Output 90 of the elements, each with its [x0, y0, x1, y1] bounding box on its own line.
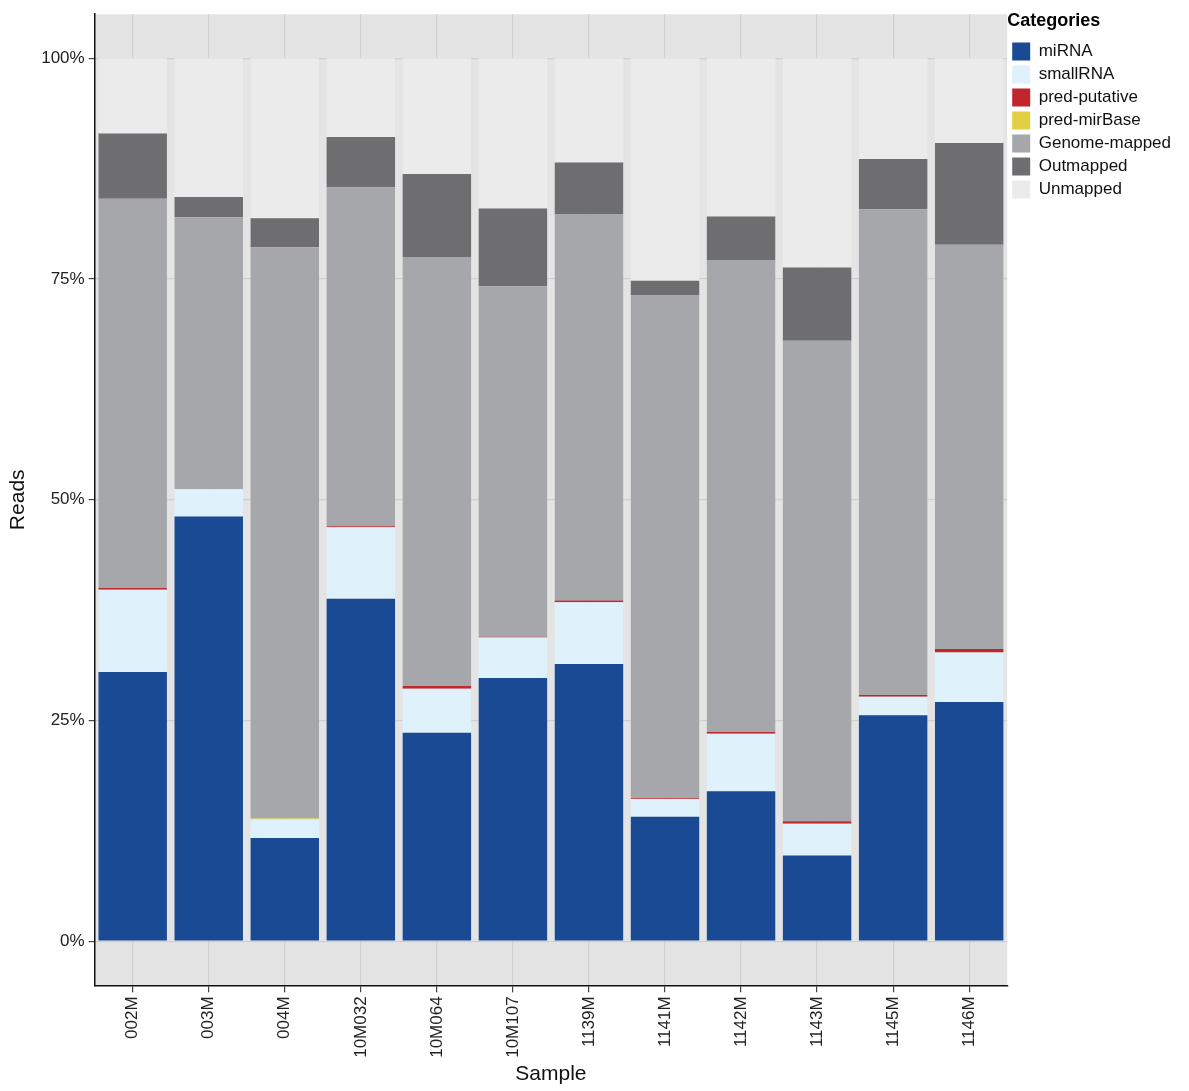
bar [858, 58, 928, 159]
bar [706, 733, 776, 792]
x-tick-label: 003M [198, 996, 218, 1039]
legend-label: Outmapped [1038, 156, 1128, 176]
y-tick-label: 100% [41, 48, 85, 68]
bar [250, 819, 320, 838]
bar [326, 527, 396, 599]
x-tick-label: 1142M [730, 996, 750, 1048]
y-tick-label: 50% [50, 489, 85, 509]
bar [782, 267, 852, 341]
bar [706, 260, 776, 732]
bar [402, 174, 472, 257]
legend-label: smallRNA [1038, 64, 1115, 84]
bar [98, 133, 167, 199]
bar [782, 855, 852, 941]
bar [98, 58, 167, 134]
bar [98, 589, 167, 672]
bar [98, 198, 167, 589]
bar [934, 648, 1004, 653]
bar [782, 58, 852, 268]
bar [250, 58, 320, 219]
x-tick-label: 10M032 [350, 996, 370, 1058]
bar [250, 218, 320, 248]
bar [478, 678, 548, 941]
y-tick-label: 75% [50, 268, 85, 288]
x-tick-label: 1146M [958, 996, 978, 1048]
y-axis-title: Reads [5, 469, 29, 531]
bar [630, 294, 700, 799]
bar [478, 58, 548, 209]
bar [858, 696, 928, 716]
legend-label: Unmapped [1038, 179, 1122, 199]
y-tick-label: 25% [50, 710, 85, 730]
legend-label: pred-mirBase [1038, 110, 1141, 130]
legend-title: Categories [1007, 9, 1101, 30]
bar [554, 214, 624, 601]
x-tick-label: 1145M [882, 996, 902, 1048]
bar [402, 58, 472, 174]
bar [706, 791, 776, 941]
bar [478, 637, 548, 679]
bar [706, 58, 776, 217]
legend-label: miRNA [1038, 41, 1094, 61]
bar [630, 58, 700, 281]
bar [250, 837, 320, 941]
bar [174, 217, 243, 490]
x-tick-label: 10M064 [426, 996, 446, 1058]
bar [934, 701, 1004, 941]
bar [402, 686, 472, 689]
bar [402, 732, 472, 941]
bar [98, 671, 167, 941]
bar [782, 823, 852, 856]
bar [630, 799, 700, 817]
bar [934, 652, 1004, 702]
bar [630, 280, 700, 295]
bar [630, 816, 700, 941]
bar [326, 58, 396, 137]
bar [478, 208, 548, 287]
bar [402, 256, 472, 687]
bar [934, 143, 1004, 245]
bar [402, 688, 472, 733]
x-tick-label: 004M [274, 996, 294, 1039]
bar [478, 286, 548, 637]
bar [326, 136, 396, 188]
x-tick-label: 10M107 [502, 996, 522, 1058]
bar [858, 209, 928, 695]
x-tick-label: 002M [122, 996, 142, 1039]
bar [174, 58, 243, 197]
bar [706, 216, 776, 261]
bar [174, 489, 243, 517]
x-axis-title: Sample [515, 1061, 587, 1085]
bar [858, 715, 928, 941]
bar [934, 58, 1004, 144]
bar [554, 602, 624, 664]
y-tick-label: 0% [60, 930, 85, 950]
legend-label: pred-putative [1038, 87, 1138, 107]
bar [858, 158, 928, 210]
bar [326, 187, 396, 527]
bar [782, 340, 852, 822]
x-tick-label: 1143M [806, 996, 826, 1048]
bar [174, 196, 243, 218]
bar [250, 247, 320, 819]
bar [554, 162, 624, 215]
legend-label: Genome-mapped [1038, 133, 1172, 153]
bar [174, 516, 243, 941]
bar [782, 821, 852, 824]
bar [554, 664, 624, 941]
bar [554, 58, 624, 163]
bar [326, 598, 396, 941]
x-tick-label: 1141M [654, 996, 674, 1048]
x-tick-label: 1139M [578, 996, 598, 1048]
bar [934, 244, 1004, 649]
